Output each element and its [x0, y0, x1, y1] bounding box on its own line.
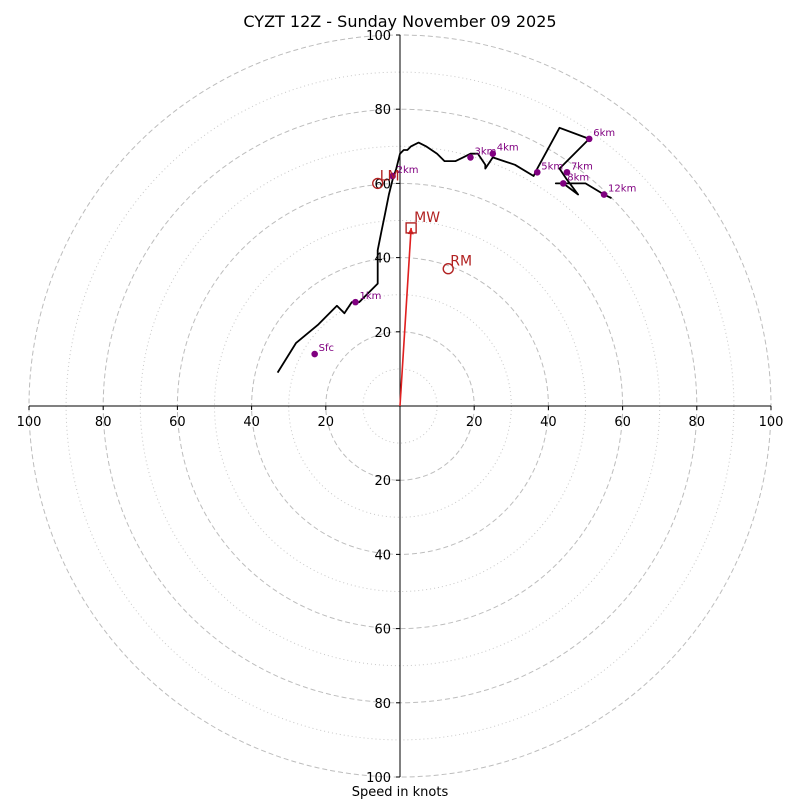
- height-marker-label: 2km: [397, 165, 419, 176]
- axis-ticks: 100 80 60 40 20 20 40 60 80 100204060801002040608…: [17, 29, 784, 786]
- y-tick-label: 60: [374, 623, 391, 638]
- height-marker-1km: 1km: [352, 291, 381, 306]
- height-marker-label: 7km: [571, 161, 593, 172]
- x-tick-label: 40: [243, 415, 260, 430]
- height-marker-dot: [563, 168, 571, 176]
- chart-title: CYZT 12Z - Sunday November 09 2025: [243, 12, 556, 31]
- mean-wind-label: MW: [414, 210, 440, 226]
- mean-wind-marker: [405, 222, 417, 234]
- height-marker-label: 6km: [593, 128, 615, 139]
- height-marker-3km: 3km: [467, 146, 496, 161]
- height-marker-label: Sfc: [319, 343, 334, 354]
- height-marker-7km: 7km: [563, 161, 593, 176]
- height-marker-label: 4km: [497, 143, 519, 154]
- y-tick-label: 20: [374, 474, 391, 489]
- x-tick-label: 60: [169, 415, 186, 430]
- height-marker-5km: 5km: [533, 161, 563, 176]
- x-axis-label: Speed in knots: [352, 785, 449, 800]
- height-marker-12km: 12km: [600, 184, 636, 198]
- height-marker-label: 3km: [474, 146, 496, 157]
- height-marker-label: 12km: [608, 184, 636, 195]
- right-mover-marker: [442, 263, 454, 275]
- storm-motion-group: MW RM LM: [372, 168, 472, 407]
- hodograph-trace: [276, 126, 612, 374]
- height-marker-6km: 6km: [585, 128, 615, 143]
- x-tick-label: 20: [318, 415, 335, 430]
- height-marker-dot: [559, 180, 567, 187]
- x-tick-label: 40: [540, 415, 557, 430]
- height-marker-dot: [533, 168, 541, 176]
- height-marker-2km: 2km: [389, 165, 419, 180]
- left-mover-label: LM: [380, 168, 400, 184]
- hodograph-trace-group: [276, 126, 612, 374]
- height-marker-dot: [389, 172, 396, 180]
- x-tick-label: 60: [614, 415, 631, 430]
- y-tick-label: 100: [366, 771, 391, 786]
- y-tick-label: 40: [374, 548, 391, 563]
- x-tick-label: 100: [759, 415, 784, 430]
- height-marker-8km: 8km: [559, 172, 589, 187]
- height-marker-dot: [489, 150, 497, 158]
- left-mover-marker: [372, 177, 384, 190]
- height-marker-dot: [600, 191, 608, 198]
- y-tick-label: 80: [374, 697, 391, 712]
- height-marker-dot: [352, 298, 359, 306]
- x-tick-label: 100: [17, 415, 42, 430]
- x-tick-label: 80: [95, 415, 112, 430]
- bulk-shear-vector: [399, 227, 412, 407]
- x-tick-label: 20: [466, 415, 483, 430]
- right-mover-label: RM: [450, 254, 472, 270]
- height-marker-label: 5km: [541, 161, 563, 172]
- x-tick-label: 80: [689, 415, 706, 430]
- height-marker-label: 1km: [359, 291, 381, 302]
- y-tick-label: 20: [374, 326, 391, 341]
- height-marker-dot: [311, 350, 318, 358]
- height-marker-dot: [585, 135, 593, 143]
- height-marker-sfc: Sfc: [311, 343, 334, 358]
- y-tick-label: 80: [374, 103, 391, 118]
- height-marker-4km: 4km: [489, 143, 519, 158]
- y-tick-label: 100: [366, 29, 391, 44]
- height-marker-dot: [467, 154, 474, 161]
- height-marker-label: 8km: [567, 172, 589, 183]
